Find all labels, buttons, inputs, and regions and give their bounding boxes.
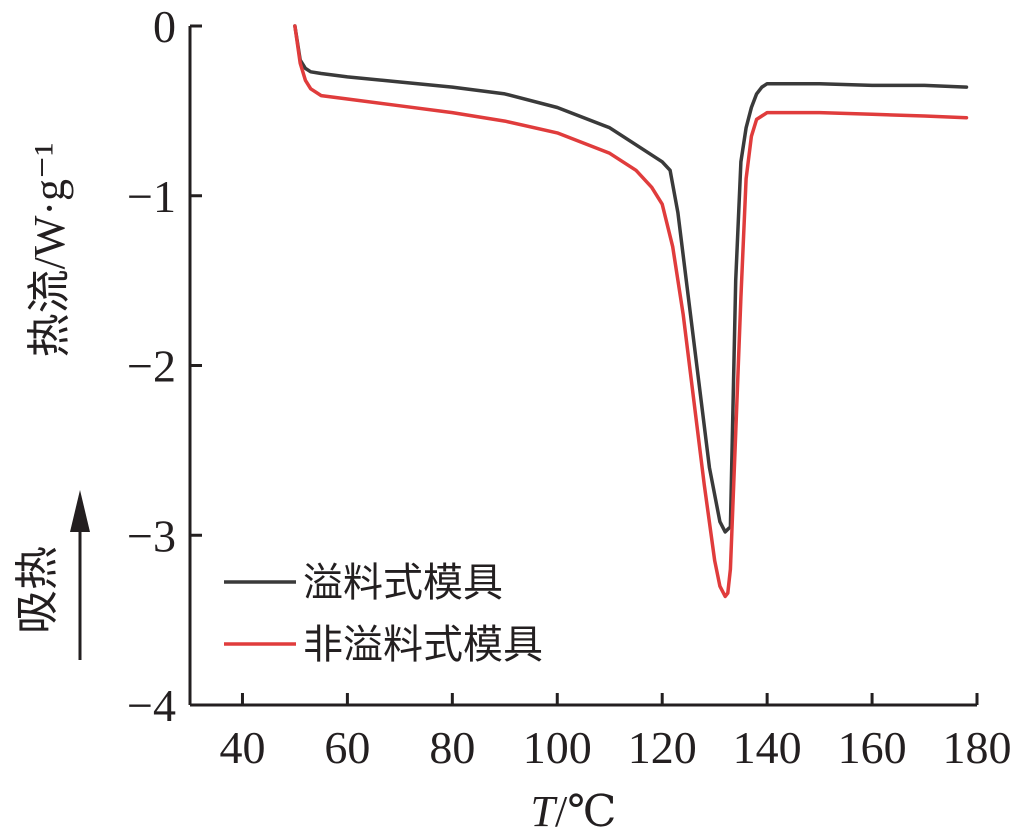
y-tick-label: −1 bbox=[127, 171, 176, 222]
series-lines bbox=[293, 24, 969, 599]
series-line bbox=[293, 24, 969, 599]
tick-labels: 40 60 80 100 120 140 160 180 0 −1 −2 −3 −4 bbox=[127, 1, 1011, 773]
endotherm-annotation: 吸热 bbox=[13, 490, 90, 660]
x-tick-label: 40 bbox=[219, 722, 265, 773]
y-tick-label: −3 bbox=[127, 510, 176, 561]
x-tick-label: 60 bbox=[324, 722, 370, 773]
x-tick-label: 100 bbox=[523, 722, 592, 773]
y-tick-label: −2 bbox=[127, 341, 176, 392]
up-arrow-icon bbox=[70, 490, 90, 532]
x-axis-title: T/℃ bbox=[531, 787, 617, 834]
x-tick-label: 140 bbox=[733, 722, 802, 773]
x-tick-label: 120 bbox=[628, 722, 697, 773]
x-tick-label: 160 bbox=[838, 722, 907, 773]
tick-marks bbox=[190, 24, 979, 707]
x-tick-label: 180 bbox=[943, 722, 1012, 773]
endotherm-label: 吸热 bbox=[13, 546, 62, 634]
x-tick-label: 80 bbox=[429, 722, 475, 773]
legend-label: 溢料式模具 bbox=[303, 560, 503, 605]
y-tick-label: 0 bbox=[153, 1, 176, 52]
x-axis-title-unit: /℃ bbox=[555, 787, 616, 834]
series-line bbox=[293, 24, 969, 534]
x-axis-title-symbol: T bbox=[531, 787, 559, 834]
legend-label: 非溢料式模具 bbox=[303, 622, 543, 667]
y-axis-title: 热流/W·g⁻¹ bbox=[25, 143, 74, 358]
y-tick-label: −4 bbox=[127, 680, 176, 731]
